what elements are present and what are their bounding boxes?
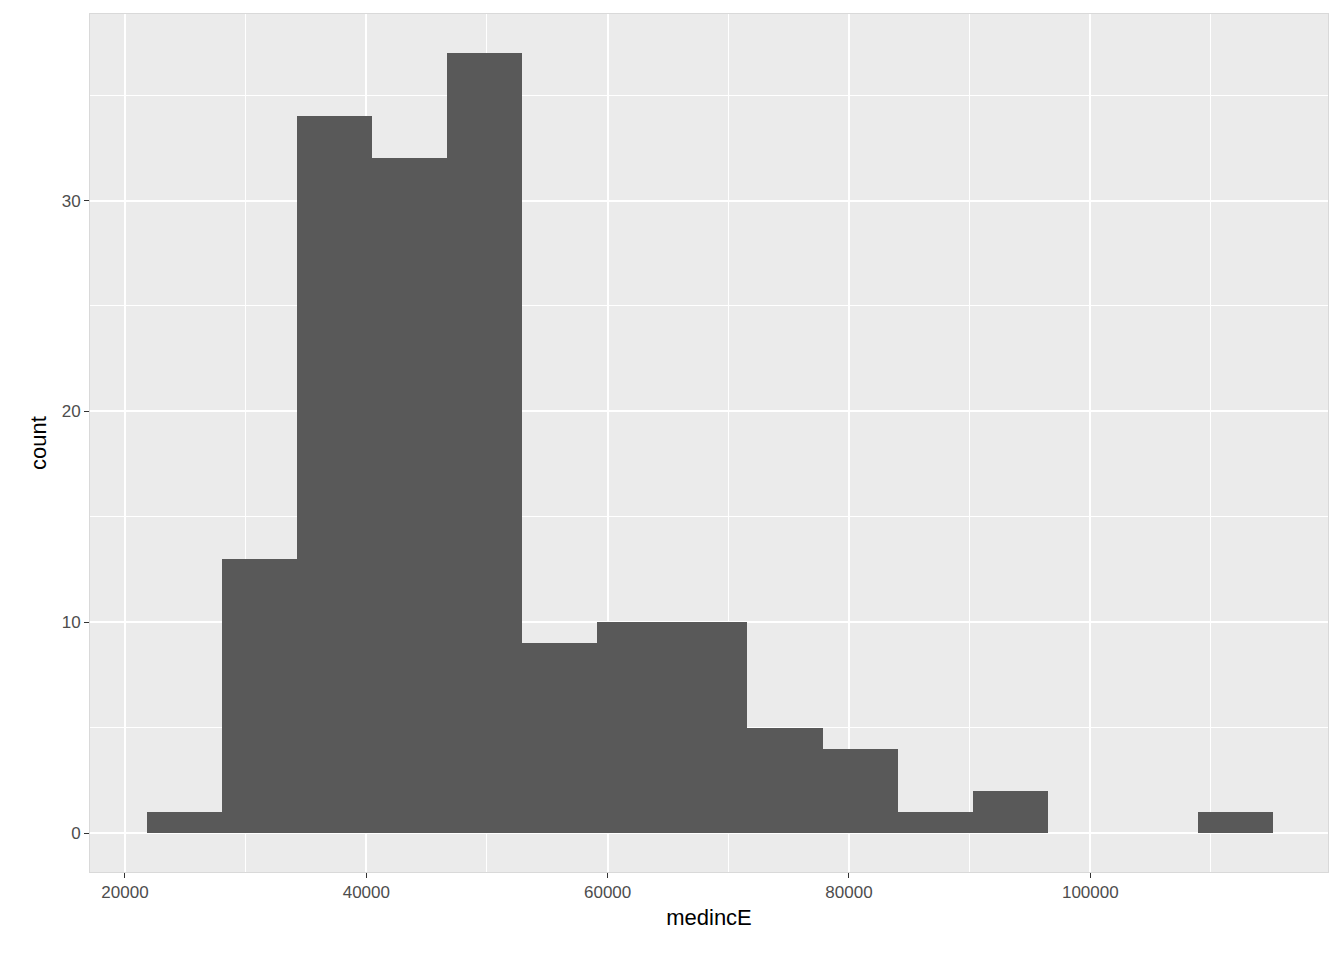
svg-text:80000: 80000 — [825, 883, 872, 902]
svg-text:medincE: medincE — [666, 905, 752, 930]
svg-text:count: count — [26, 416, 51, 470]
svg-text:100000: 100000 — [1062, 883, 1119, 902]
svg-text:60000: 60000 — [584, 883, 631, 902]
svg-text:10: 10 — [62, 613, 81, 632]
svg-text:20000: 20000 — [101, 883, 148, 902]
svg-text:30: 30 — [62, 192, 81, 211]
svg-text:0: 0 — [71, 824, 80, 843]
svg-text:40000: 40000 — [343, 883, 390, 902]
svg-text:20: 20 — [62, 402, 81, 421]
